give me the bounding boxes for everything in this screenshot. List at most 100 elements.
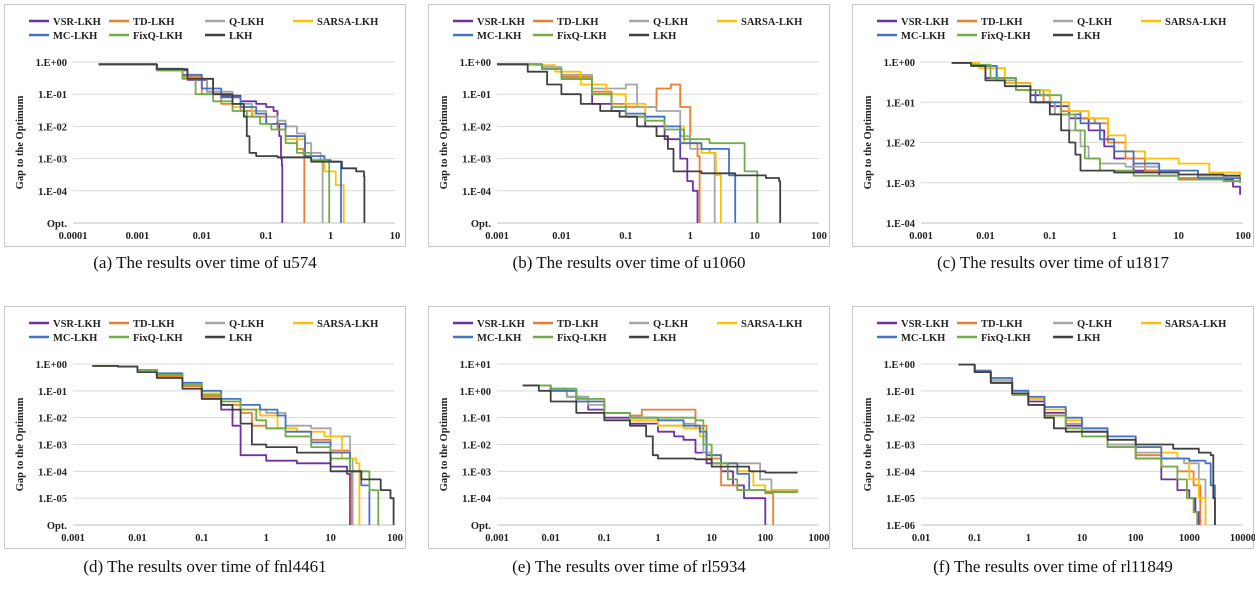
legend-label: Q-LKH	[653, 319, 688, 330]
x-tick-label: 0.01	[552, 231, 570, 242]
legend-label: FixQ-LKH	[557, 31, 607, 42]
x-tick-label: 0.01	[912, 533, 930, 544]
series-line	[951, 62, 1241, 183]
x-tick-label: 0.001	[61, 533, 85, 544]
x-tick-label: 0.01	[128, 533, 146, 544]
panel-c: VSR-LKH TD-LKH Q-LKH SARSA-LKH MC-LKH FixQ-LK…	[852, 4, 1254, 289]
series-line	[958, 363, 1216, 525]
legend-label: LKH	[1077, 31, 1100, 42]
y-tick-label: 1.E-02	[462, 441, 491, 452]
y-tick-label: 1.E-04	[38, 187, 68, 198]
y-tick-label: 1.E-04	[462, 494, 492, 505]
legend-label: Q-LKH	[1077, 17, 1112, 28]
x-tick-label: 0.1	[598, 533, 611, 544]
series-line	[497, 63, 759, 223]
y-tick-label: 1.E-01	[38, 90, 67, 101]
chart-svg: VSR-LKH TD-LKH Q-LKH SARSA-LKH MC-LKH FixQ-LK…	[15, 319, 403, 544]
chart-caption: (b) The results over time of u1060	[512, 253, 746, 272]
chart-frame: VSR-LKH TD-LKH Q-LKH SARSA-LKH MC-LKH FixQ-LK…	[428, 306, 830, 549]
y-tick-label: 1.E+00	[36, 58, 67, 69]
legend-label: VSR-LKH	[53, 319, 101, 330]
series-line	[92, 365, 361, 525]
series-line	[98, 63, 342, 223]
legend-label: FixQ-LKH	[133, 333, 183, 344]
legend-label: SARSA-LKH	[317, 319, 378, 330]
y-tick-label: 1.E-02	[38, 414, 67, 425]
y-tick-label: 1.E+00	[884, 360, 915, 371]
legend-label: VSR-LKH	[53, 17, 101, 28]
legend-label: VSR-LKH	[477, 319, 525, 330]
panel-d: VSR-LKH TD-LKH Q-LKH SARSA-LKH MC-LKH FixQ-LK…	[4, 306, 406, 591]
series-line	[92, 365, 354, 525]
series-line	[98, 63, 284, 223]
panel-e: VSR-LKH TD-LKH Q-LKH SARSA-LKH MC-LKH FixQ-LK…	[428, 306, 830, 591]
panel-b: VSR-LKH TD-LKH Q-LKH SARSA-LKH MC-LKH FixQ-LK…	[428, 4, 830, 289]
y-axis-label: Gap to the Optimum	[863, 397, 874, 491]
legend-label: TD-LKH	[981, 17, 1022, 28]
x-tick-label: 1	[1026, 533, 1031, 544]
legend-label: MC-LKH	[53, 31, 97, 42]
y-tick-label: 1.E-01	[886, 98, 915, 109]
legend-label: TD-LKH	[557, 319, 598, 330]
y-tick-label: 1.E+00	[460, 387, 491, 398]
y-tick-label: Opt.	[471, 219, 492, 230]
chart-svg: VSR-LKH TD-LKH Q-LKH SARSA-LKH MC-LKH FixQ-LK…	[15, 17, 400, 242]
y-tick-label: 1.E-05	[886, 494, 915, 505]
legend-label: TD-LKH	[133, 319, 174, 330]
x-tick-label: 100	[387, 533, 403, 544]
chart-frame: VSR-LKH TD-LKH Q-LKH SARSA-LKH MC-LKH FixQ-LK…	[4, 4, 406, 247]
x-tick-label: 0.01	[193, 231, 211, 242]
y-tick-label: 1.E-01	[462, 414, 491, 425]
x-tick-label: 0.1	[260, 231, 273, 242]
x-tick-label: 100	[757, 533, 773, 544]
x-tick-label: 10000	[1230, 533, 1255, 544]
y-tick-label: 1.E-02	[886, 139, 915, 150]
x-tick-label: 10	[706, 533, 717, 544]
y-tick-label: 1.E-04	[38, 467, 68, 478]
legend-label: MC-LKH	[53, 333, 97, 344]
legend-label: TD-LKH	[133, 17, 174, 28]
x-tick-label: 0.001	[485, 533, 509, 544]
x-tick-label: 0.0001	[59, 231, 88, 242]
legend-label: TD-LKH	[557, 17, 598, 28]
legend-label: VSR-LKH	[901, 17, 949, 28]
x-tick-label: 1000	[1179, 533, 1200, 544]
legend-label: SARSA-LKH	[317, 17, 378, 28]
series-line	[522, 384, 775, 525]
series-line	[522, 384, 767, 525]
legend-label: VSR-LKH	[901, 319, 949, 330]
x-tick-label: 10	[325, 533, 336, 544]
y-tick-label: Opt.	[471, 521, 492, 532]
series-line	[522, 384, 798, 474]
x-tick-label: 0.1	[968, 533, 981, 544]
x-tick-label: 100	[811, 231, 827, 242]
x-tick-label: 10	[1077, 533, 1088, 544]
x-tick-label: 0.001	[909, 231, 933, 242]
legend-label: MC-LKH	[477, 31, 521, 42]
chart-svg: VSR-LKH TD-LKH Q-LKH SARSA-LKH MC-LKH FixQ-LK…	[863, 319, 1256, 544]
y-axis-label: Gap to the Optimum	[863, 95, 874, 189]
x-tick-label: 0.01	[976, 231, 994, 242]
y-tick-label: 1.E+00	[36, 360, 67, 371]
chart-frame: VSR-LKH TD-LKH Q-LKH SARSA-LKH MC-LKH FixQ-LK…	[428, 4, 830, 247]
y-tick-label: Opt.	[47, 219, 68, 230]
y-tick-label: 1.E-02	[38, 122, 67, 133]
y-axis-label: Gap to the Optimum	[15, 95, 26, 189]
legend-label: Q-LKH	[229, 319, 264, 330]
y-tick-label: 1.E-04	[462, 187, 492, 198]
y-tick-label: 1.E-06	[886, 521, 915, 532]
y-tick-label: 1.E+00	[884, 58, 915, 69]
x-tick-label: 0.1	[1043, 231, 1056, 242]
chart-frame: VSR-LKH TD-LKH Q-LKH SARSA-LKH MC-LKH FixQ-LK…	[852, 4, 1254, 247]
chart-caption: (f) The results over time of rl11849	[933, 557, 1173, 576]
legend-label: FixQ-LKH	[133, 31, 183, 42]
y-tick-label: 1.E-03	[886, 179, 915, 190]
legend-label: LKH	[229, 31, 252, 42]
x-tick-label: 1	[688, 231, 693, 242]
x-tick-label: 100	[1235, 231, 1251, 242]
x-tick-label: 100	[1128, 533, 1144, 544]
series-line	[92, 365, 395, 525]
y-tick-label: 1.E-01	[38, 387, 67, 398]
y-axis-label: Gap to the Optimum	[15, 397, 26, 491]
x-tick-label: 1000	[809, 533, 830, 544]
